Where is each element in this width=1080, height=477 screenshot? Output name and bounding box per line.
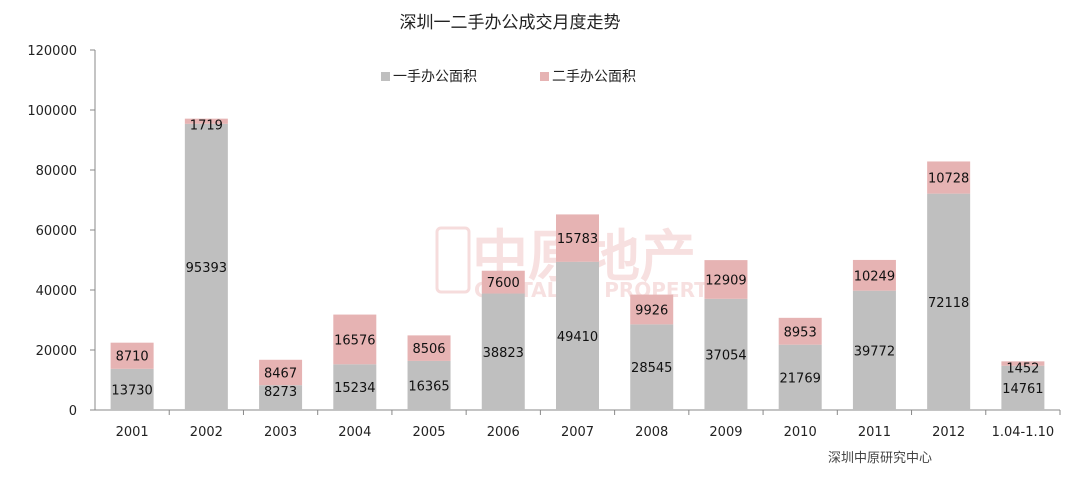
bar-series-2 (556, 214, 599, 262)
legend: 一手办公面积 二手办公面积 (381, 69, 636, 85)
x-tick-label: 1.04-1.10 (992, 425, 1055, 440)
x-tick-label: 2006 (487, 425, 520, 440)
data-label-series-2: 10249 (854, 269, 895, 284)
data-label-series-2: 9926 (635, 303, 668, 318)
watermark-seal-icon (435, 226, 471, 294)
data-label-series-1: 28545 (631, 361, 672, 376)
data-label-series-1: 38823 (483, 346, 524, 361)
data-label-series-1: 15234 (334, 381, 375, 396)
data-label-series-2: 16576 (334, 333, 375, 348)
y-tick-label: 40000 (36, 284, 77, 299)
bars (110, 118, 1045, 411)
bar-series-1 (852, 290, 896, 410)
data-label-series-2: 8467 (264, 366, 297, 381)
data-label-series-1: 72118 (928, 296, 969, 311)
bar-series-2 (1001, 361, 1045, 366)
data-label-series-2: 8953 (784, 325, 817, 340)
data-label-series-2: 10728 (928, 172, 969, 187)
x-tick-label: 2011 (858, 425, 891, 440)
y-tick-label: 80000 (36, 164, 77, 179)
x-tick-label: 2004 (338, 425, 371, 440)
bar-series-1 (630, 324, 674, 410)
bar-series-1 (927, 193, 971, 410)
source-note: 深圳中原研究中心 (828, 451, 932, 466)
bar-series-2 (852, 259, 896, 291)
data-label-series-1: 39772 (854, 344, 895, 359)
bar-series-2 (481, 270, 525, 294)
x-tick-label: 2012 (932, 425, 965, 440)
bar-series-1 (704, 298, 748, 410)
x-tick-label: 2010 (784, 425, 817, 440)
legend-swatch-series-2 (540, 72, 549, 81)
data-label-series-1: 16365 (408, 379, 449, 394)
bar-series-2 (927, 161, 971, 194)
bar-series-1 (184, 123, 228, 411)
x-tick-label: 2001 (116, 425, 149, 440)
bar-series-2 (333, 314, 377, 365)
bar-series-2 (704, 260, 748, 299)
bar-series-1 (778, 344, 822, 410)
bar-series-2 (778, 317, 822, 345)
bar-series-2 (259, 359, 303, 386)
data-label-series-1: 21769 (780, 371, 821, 386)
x-tick-label: 2007 (561, 425, 594, 440)
x-tick-label: 2003 (264, 425, 297, 440)
legend-label-series-1: 一手办公面积 (393, 69, 477, 85)
y-tick-label: 20000 (36, 344, 77, 359)
data-label-series-2: 1452 (1006, 361, 1039, 376)
x-tick-label: 2008 (635, 425, 668, 440)
chart-title: 深圳一二手办公成交月度走势 (400, 13, 621, 33)
data-label-series-2: 8506 (412, 342, 445, 357)
data-label-series-1: 95393 (186, 261, 227, 276)
y-tick-label: 0 (69, 404, 77, 419)
bar-series-1 (110, 368, 154, 410)
data-label-series-2: 15783 (557, 232, 598, 247)
data-label-series-1: 13730 (111, 383, 152, 398)
data-label-series-1: 8273 (264, 385, 297, 400)
y-tick-label: 60000 (36, 224, 77, 239)
data-label-series-1: 14761 (1002, 382, 1043, 397)
data-labels: 13730 8710 95393 1719 8273 8467 15234 16576 1636… (111, 119, 1043, 400)
data-label-series-2: 1719 (190, 119, 223, 134)
data-label-series-2: 12909 (705, 273, 746, 288)
bar-series-1 (333, 364, 377, 410)
x-tick-label: 2002 (190, 425, 223, 440)
bar-series-1 (259, 385, 303, 410)
bar-series-2 (630, 294, 674, 325)
data-label-series-2: 8710 (116, 350, 149, 365)
bar-series-1 (407, 360, 451, 410)
bar-series-2 (407, 335, 451, 361)
data-label-series-1: 49410 (557, 330, 598, 345)
y-tick-label: 120000 (27, 44, 77, 59)
bar-series-1 (556, 261, 599, 410)
data-label-series-2: 7600 (487, 276, 520, 291)
axes: 0 20000 40000 60000 80000 100000 120000 2001 200… (27, 44, 1061, 440)
x-tick-label: 2009 (709, 425, 742, 440)
bar-series-2 (110, 342, 154, 369)
y-tick-label: 100000 (27, 104, 77, 119)
bar-series-1 (481, 293, 525, 410)
legend-label-series-2: 二手办公面积 (552, 69, 636, 85)
x-tick-label: 2005 (412, 425, 445, 440)
bar-series-1 (1001, 365, 1045, 410)
bar-series-2 (184, 118, 228, 124)
legend-swatch-series-1 (381, 72, 390, 81)
data-label-series-1: 37054 (705, 348, 746, 363)
